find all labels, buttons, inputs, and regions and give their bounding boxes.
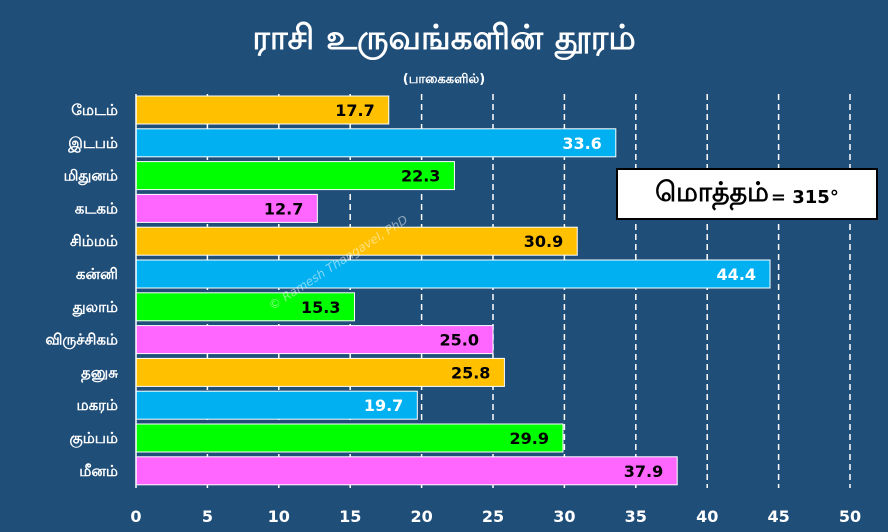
category-label: சிம்மம் <box>70 232 118 250</box>
category-label: இடபம் <box>67 134 118 153</box>
value-label: 37.9 <box>624 462 663 481</box>
x-tick-label: 10 <box>268 507 290 526</box>
chart-title: ராசி உருவங்களின் தூரம் <box>252 18 636 58</box>
category-label: கடகம் <box>75 199 118 217</box>
chart-subtitle: (பாகைகளில்) <box>402 72 486 87</box>
total-label: மொத்தம் <box>655 176 769 208</box>
bar <box>135 226 578 256</box>
x-tick-label: 25 <box>482 507 504 526</box>
bar <box>135 161 455 191</box>
category-label: கன்னி <box>76 265 118 283</box>
x-tick-label: 5 <box>202 507 213 526</box>
value-label: 22.3 <box>401 167 440 186</box>
bar <box>135 292 355 322</box>
value-label: 12.7 <box>264 199 303 218</box>
total-value: = 315° <box>770 186 839 208</box>
category-label: மீனம் <box>79 462 118 480</box>
category-label: மிதுனம் <box>64 167 118 186</box>
bar <box>135 128 617 158</box>
bar <box>135 390 418 420</box>
value-label: 17.7 <box>335 101 374 120</box>
bar <box>135 193 318 223</box>
value-label: 30.9 <box>524 232 563 251</box>
x-tick-label: 0 <box>130 507 141 526</box>
bar <box>135 259 771 289</box>
bar <box>135 325 494 355</box>
value-label: 44.4 <box>717 265 756 284</box>
category-label: விருச்சிகம் <box>45 331 118 350</box>
bar <box>135 357 505 387</box>
value-label: 25.0 <box>440 331 479 350</box>
value-label: 25.8 <box>451 363 490 382</box>
x-tick-label: 40 <box>696 507 718 526</box>
category-label: கும்பம் <box>69 429 118 448</box>
value-label: 29.9 <box>509 429 548 448</box>
category-label: மேடம் <box>71 101 118 119</box>
value-label: 33.6 <box>562 134 601 153</box>
x-tick-label: 20 <box>410 507 432 526</box>
value-label: 19.7 <box>364 396 403 415</box>
category-label: துலாம் <box>72 298 118 317</box>
x-tick-label: 35 <box>625 507 647 526</box>
category-label: தனுசு <box>81 363 118 382</box>
total-box: மொத்தம் = 315° <box>616 168 878 220</box>
x-tick-label: 30 <box>553 507 575 526</box>
bar <box>135 423 564 453</box>
value-label: 15.3 <box>301 298 340 317</box>
x-tick-label: 45 <box>767 507 789 526</box>
x-tick-label: 15 <box>339 507 361 526</box>
x-tick-label: 50 <box>839 507 861 526</box>
category-label: மகரம் <box>77 396 118 414</box>
bar <box>135 456 678 486</box>
